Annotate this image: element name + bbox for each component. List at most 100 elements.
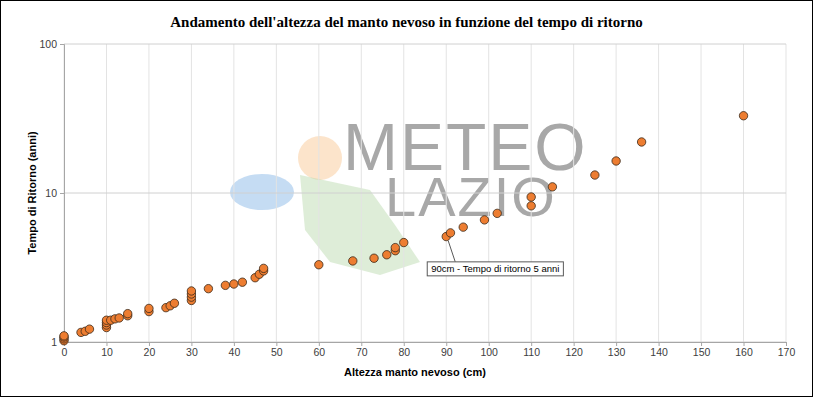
annotation: 90cm - Tempo di ritorno 5 anni — [427, 241, 563, 276]
tick-label: 40 — [229, 346, 241, 358]
point — [60, 332, 68, 340]
point — [548, 183, 556, 191]
axis-line — [60, 45, 65, 343]
tick-mark — [489, 342, 490, 346]
chart-frame — [1, 1, 813, 397]
point — [391, 243, 399, 251]
tick-mark — [616, 342, 617, 346]
chart: METEOLAZIO010203040506070809010011012013… — [0, 0, 813, 397]
point — [370, 254, 378, 262]
points — [60, 112, 748, 345]
tick-label: 140 — [650, 346, 668, 358]
tick-label: 110 — [523, 346, 540, 358]
point — [85, 325, 93, 333]
tick-mark — [234, 342, 235, 346]
point — [115, 314, 123, 322]
point — [480, 216, 488, 224]
point — [204, 284, 212, 292]
tick-mark — [106, 342, 107, 346]
grid — [64, 44, 786, 342]
tick-label: 120 — [565, 346, 583, 358]
point — [446, 229, 454, 237]
axis-line — [65, 343, 787, 347]
point — [221, 281, 229, 289]
tick: 100 — [480, 342, 498, 358]
tick-label: 100 — [480, 346, 498, 358]
tick-mark — [60, 193, 64, 194]
tick-label: 20 — [144, 346, 156, 358]
tick-label: 130 — [608, 346, 626, 358]
tick: 30 — [186, 342, 198, 358]
tick-mark — [149, 342, 150, 346]
tick-label: 170 — [778, 346, 796, 358]
tick-label: 100 — [39, 38, 57, 50]
point — [637, 138, 645, 146]
x-axis-title: Altezza manto nevoso (cm) — [344, 366, 486, 378]
tick: 90 — [441, 342, 453, 358]
tick-label: 1 — [51, 336, 57, 348]
tick-mark — [404, 342, 405, 346]
tick-label: 60 — [313, 346, 325, 358]
tick: 100 — [39, 38, 64, 50]
point — [145, 304, 153, 312]
point — [315, 261, 323, 269]
tick: 150 — [693, 342, 711, 358]
tick: 120 — [565, 342, 583, 358]
y-axis-title: Tempo di Ritorno (anni) — [26, 131, 38, 255]
tick: 110 — [523, 342, 540, 358]
tick: 10 — [45, 187, 64, 199]
tick-label: 30 — [186, 346, 198, 358]
tick-label: 10 — [101, 346, 113, 358]
point — [527, 202, 535, 210]
point — [493, 209, 501, 217]
tick: 60 — [313, 342, 325, 358]
tick: 10 — [101, 342, 113, 358]
tick-mark — [319, 342, 320, 346]
chart-title: Andamento dell'altezza del manto nevoso … — [170, 14, 643, 30]
tick-mark — [60, 44, 64, 45]
tick: 170 — [778, 342, 796, 358]
tick: 160 — [735, 342, 753, 358]
point — [238, 278, 246, 286]
tick-label: 90 — [441, 346, 453, 358]
tick-label: 150 — [693, 346, 711, 358]
point — [739, 112, 747, 120]
tick-mark — [361, 342, 362, 346]
point — [383, 251, 391, 259]
tick-mark — [659, 342, 660, 346]
annotation-leader — [448, 241, 455, 262]
point — [124, 309, 132, 317]
tick: 130 — [608, 342, 626, 358]
tick-label: 0 — [62, 346, 68, 358]
grid-line-y — [64, 193, 786, 194]
tick-mark — [744, 342, 745, 346]
y-axis: 1 10 100 — [39, 38, 64, 348]
point — [170, 299, 178, 307]
tick-mark — [446, 342, 447, 346]
tick: 140 — [650, 342, 668, 358]
tick: 40 — [229, 342, 241, 358]
tick: 50 — [271, 342, 283, 358]
point — [230, 280, 238, 288]
point — [349, 257, 357, 265]
tick-label: 70 — [356, 346, 368, 358]
point — [612, 157, 620, 165]
tick-mark — [191, 342, 192, 346]
annotation-text: 90cm - Tempo di ritorno 5 anni — [431, 263, 559, 274]
tick-mark — [786, 342, 787, 346]
tick: 80 — [398, 342, 410, 358]
point — [187, 287, 195, 295]
tick-mark — [276, 342, 277, 346]
tick: 70 — [356, 342, 368, 358]
watermark-sun — [298, 136, 342, 180]
tick-mark — [574, 342, 575, 346]
tick-label: 10 — [45, 187, 57, 199]
point — [527, 193, 535, 201]
point — [400, 238, 408, 246]
tick-label: 80 — [398, 346, 410, 358]
grid-line-y — [64, 44, 786, 45]
annotation-box — [427, 262, 563, 276]
point — [259, 264, 267, 272]
tick-label: 160 — [735, 346, 753, 358]
tick-mark — [701, 342, 702, 346]
